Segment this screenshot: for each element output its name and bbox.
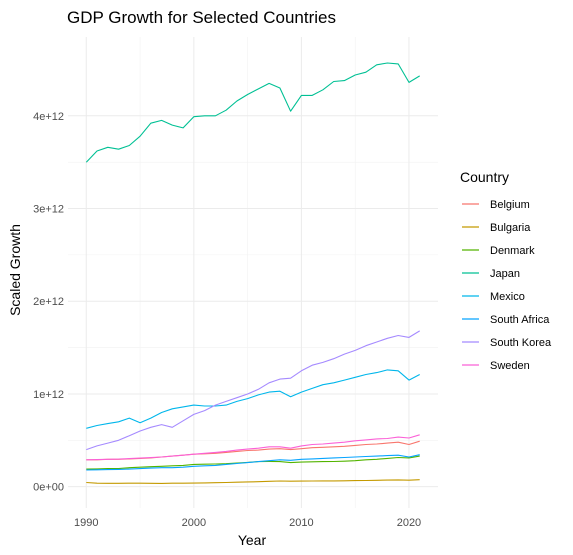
x-tick-label: 2010 — [289, 517, 313, 529]
legend-label-mexico: Mexico — [490, 291, 525, 303]
y-tick-label: 3e+12 — [33, 204, 64, 216]
legend-label-bulgaria: Bulgaria — [490, 222, 531, 234]
x-axis-title: Year — [238, 532, 267, 548]
x-tick-label: 1990 — [74, 517, 98, 529]
y-tick-label: 1e+12 — [33, 389, 64, 401]
legend-label-south-africa: South Africa — [490, 314, 550, 326]
x-tick-label: 2000 — [182, 517, 206, 529]
y-tick-label: 4e+12 — [33, 111, 64, 123]
chart-title: GDP Growth for Selected Countries — [67, 8, 336, 27]
y-tick-label: 0e+00 — [33, 482, 64, 494]
legend-title: Country — [460, 169, 509, 185]
legend-label-japan: Japan — [490, 268, 520, 280]
legend-label-sweden: Sweden — [490, 360, 530, 372]
legend-label-denmark: Denmark — [490, 245, 535, 257]
y-axis-title: Scaled Growth — [7, 224, 23, 316]
legend-label-belgium: Belgium — [490, 199, 530, 211]
x-tick-label: 2020 — [397, 517, 421, 529]
y-tick-label: 2e+12 — [33, 296, 64, 308]
legend-label-south-korea: South Korea — [490, 337, 552, 349]
